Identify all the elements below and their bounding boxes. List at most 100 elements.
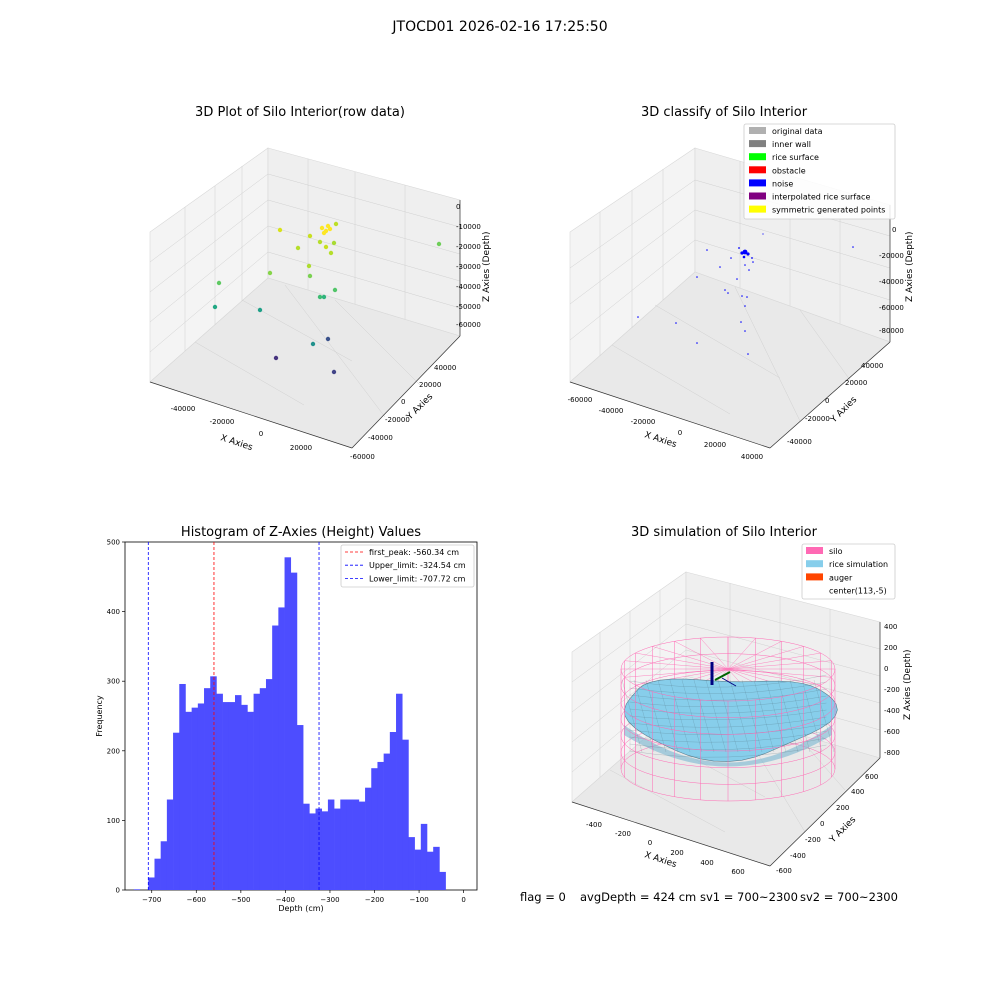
raw-x-tick: -40000 [171,405,196,413]
simulation-y-tick: 200 [836,804,849,812]
raw-x-tick: 20000 [290,444,312,452]
classify-noise-point [740,251,744,255]
raw-points [212,221,442,375]
classify-z-tick: -80000 [879,327,904,335]
legend-swatch [749,192,766,200]
rice-mesh-line [645,679,667,753]
classify-x-label: X Axies [643,430,678,450]
classify-axes-ticks: -60000 -40000 -20000 0 20000 40000 -4000… [568,226,904,461]
histogram-bar [371,768,378,890]
raw-data-point [332,287,338,293]
classify-noise-point [852,246,854,248]
histogram-bar [247,711,254,890]
simulation-title: 3D simulation of Silo Interior [631,525,818,540]
figure-suptitle: JTOCD01 2026-02-16 17:25:50 [391,19,607,35]
histogram-bar [290,572,298,890]
classify-noise-point [762,233,764,235]
raw-z-label: Z Axies (Depth) [482,231,492,302]
classify-z-tick: 0 [892,226,896,234]
histogram-bar [327,799,335,890]
legend-label: Upper_limit: -324.54 cm [369,561,466,570]
raw-data-point [277,227,283,233]
simulation-x-tick: 0 [648,839,652,847]
raw-z-tick: -60000 [456,321,481,329]
rice-mesh-line [789,679,811,753]
raw-data-point [325,336,331,342]
classify-noise-point [696,276,698,278]
silo-spoke [674,641,729,670]
panel-raw-scatter: 3D Plot of Silo Interior(row data) -4 [149,105,492,461]
simulation-z-tick: -600 [884,728,900,736]
histogram-bar [408,837,415,890]
legend-swatch [749,179,766,187]
raw-y-tick: -60000 [350,453,375,461]
classify-y-tick: -20000 [805,415,830,423]
silo-wireframe-front [620,668,836,802]
silo-spoke [727,668,821,686]
silo-spoke [727,641,782,670]
auger-marker [710,662,737,687]
rice-mesh-line [813,679,835,753]
legend-swatch [806,547,823,554]
raw-z-tick: -30000 [456,263,481,271]
classify-noise-point [746,252,750,256]
raw-data-point [321,230,327,236]
histogram-bar [185,711,192,890]
histogram-bar [210,676,217,890]
raw-data-point [317,239,323,245]
simulation-z-tick: 200 [884,644,897,652]
raw-data-point [323,244,329,250]
histogram-y-tick-label: 400 [107,608,120,616]
histogram-bar [396,693,403,890]
legend-label: center(113,-5) [829,587,887,596]
legend-swatch [749,127,766,134]
histogram-bar [241,704,248,890]
classify-points [637,233,854,355]
histogram-x-tick-label: −300 [320,896,339,904]
histogram-bar [265,679,273,890]
classify-noise-point [748,269,750,271]
rice-mesh-line [705,679,727,753]
classify-x-tick: 40000 [741,453,763,461]
rice-mesh-line [729,679,751,753]
raw-data-point [307,273,313,279]
rice-mesh-line [629,681,827,694]
classify-noise-point [744,305,746,307]
histogram-y-tick-label: 500 [107,539,120,547]
raw-y-tick: -40000 [368,434,393,442]
histogram-bar [204,688,211,890]
rice-mesh-line [629,674,827,688]
raw-data-point [333,221,339,227]
histogram-bar [216,693,223,890]
legend-label: auger [829,573,853,582]
histogram-bar [228,702,236,890]
raw-y-tick: 20000 [419,381,441,389]
histogram-x-tick-label: −100 [409,896,428,904]
simulation-y-tick: 600 [865,773,878,781]
simulation-z-tick: 400 [884,623,897,631]
classify-noise-point [752,261,754,263]
histogram-title: Histogram of Z-Axies (Height) Values [181,525,421,540]
legend-swatch [749,153,766,161]
panel-histogram: Histogram of Z-Axies (Height) Values −70… [95,525,478,913]
histogram-x-tick-label: −700 [142,896,161,904]
classify-noise-point [637,316,639,318]
legend-label: rice simulation [829,560,888,569]
histogram-vlines [147,542,320,890]
classify-noise-point [742,255,746,259]
histogram-x-tick-label: −600 [187,896,206,904]
classify-noise-point [727,292,729,294]
simulation-y-tick: 400 [851,788,864,796]
raw-data-point [310,341,316,347]
simulation-legend: silo rice simulation auger center(113,-5) [801,543,896,600]
classify-noise-point [741,295,743,297]
legend-swatch [806,560,823,568]
classify-noise-point [738,247,740,249]
classify-y-label: Y Axies [828,395,859,426]
footer-stats: flag = 0 avgDepth = 424 cm sv1 = 700~230… [520,890,898,904]
raw-data-point [325,223,331,229]
legend-label: silo [829,547,843,556]
silo-spoke [727,660,832,670]
histogram-x-tick-label: −500 [231,896,250,904]
histogram-bar [179,683,186,890]
